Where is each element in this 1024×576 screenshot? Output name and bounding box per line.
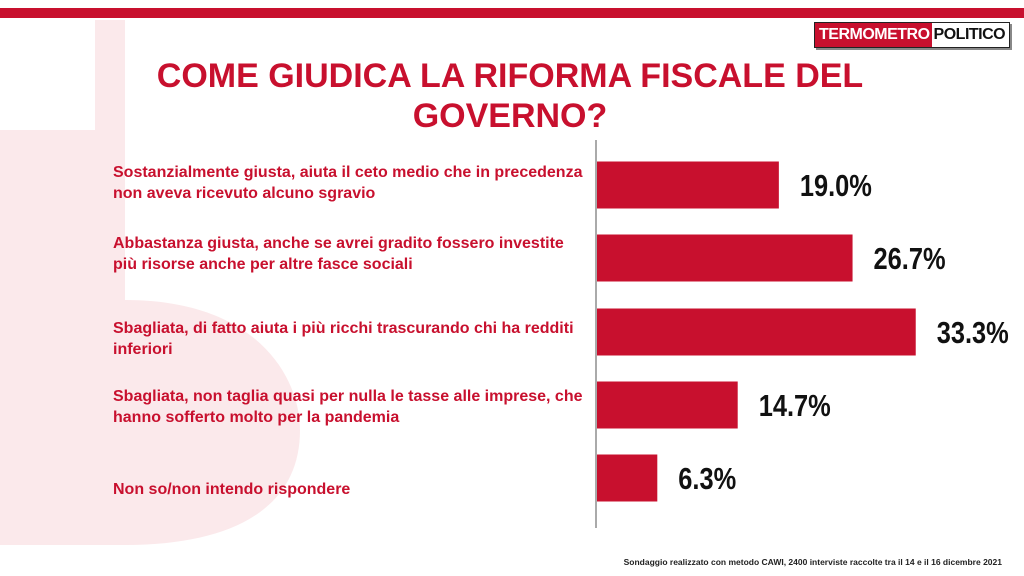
- category-label-2: Abbastanza giusta, anche se avrei gradit…: [113, 235, 564, 273]
- category-label-4: Sbagliata, non taglia quasi per nulla le…: [113, 388, 583, 426]
- bar-3: [597, 308, 916, 356]
- top-red-bar: [0, 8, 1024, 18]
- bar-5: [597, 454, 658, 502]
- chart-title: COME GIUDICA LA RIFORMA FISCALE DEL GOVE…: [156, 57, 864, 135]
- footnote: Sondaggio realizzato con metodo CAWI, 24…: [623, 557, 1002, 567]
- bar-4: [597, 381, 738, 429]
- category-label-1: Sostanzialmente giusta, aiuta il ceto me…: [113, 164, 583, 202]
- logo-part-2: POLITICO: [931, 23, 1010, 47]
- termometro-politico-logo: TERMOMETRO POLITICO: [814, 22, 1011, 48]
- value-label-2: 26.7%: [874, 242, 946, 277]
- category-label-3: Sbagliata, di fatto aiuta i più ricchi t…: [113, 320, 574, 358]
- bar-2: [597, 234, 853, 282]
- value-label-4: 14.7%: [759, 389, 831, 424]
- logo-part-1: TERMOMETRO: [815, 23, 932, 47]
- category-label-5: Non so/non intendo rispondere: [113, 481, 351, 498]
- value-label-1: 19.0%: [800, 169, 872, 204]
- value-label-5: 6.3%: [678, 462, 736, 497]
- background-watermark: [0, 20, 300, 545]
- value-label-3: 33.3%: [937, 316, 1009, 351]
- bar-1: [597, 161, 779, 209]
